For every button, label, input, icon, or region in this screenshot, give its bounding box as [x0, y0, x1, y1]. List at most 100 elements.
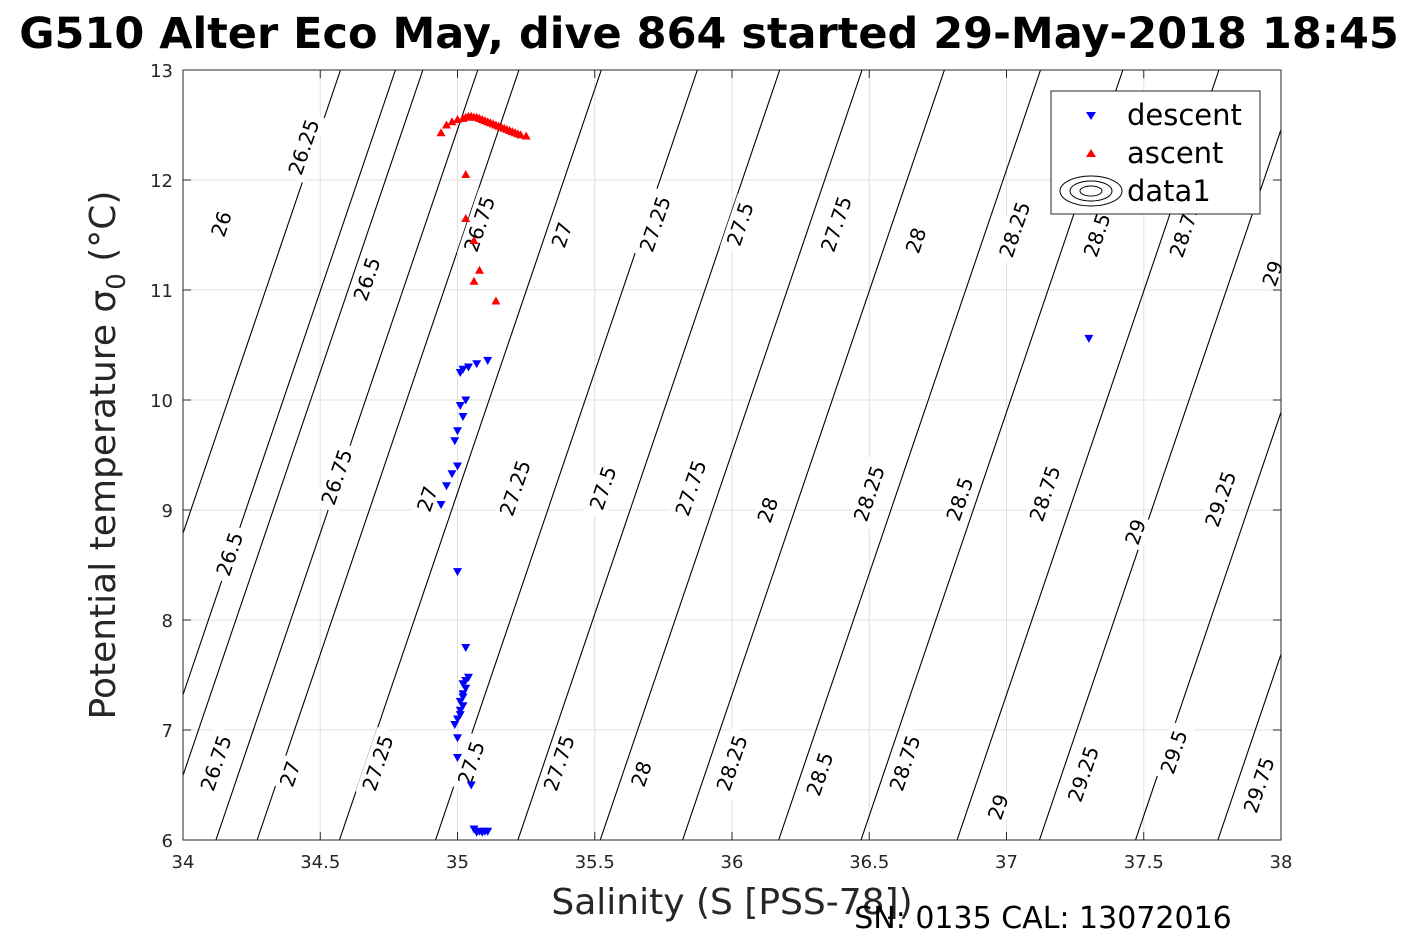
descent-point	[455, 706, 465, 715]
descent-point	[453, 734, 462, 743]
isopycnal-label-bg	[939, 468, 981, 530]
isopycnal-line	[1217, 652, 1281, 840]
isopycnal-label-bg	[624, 754, 658, 794]
descent-point	[1084, 334, 1094, 343]
descent-point	[463, 363, 473, 372]
isopycnal-label-bg	[899, 221, 933, 260]
isopycnal-label-bg	[545, 215, 579, 255]
descent-point	[453, 462, 462, 471]
descent-point	[447, 470, 457, 479]
legend-ascent-marker	[1086, 149, 1096, 157]
isopycnal-label-bg	[814, 187, 859, 261]
isopycnal-label-bg	[193, 726, 239, 800]
isopycnal-label-bg	[719, 193, 761, 255]
isopycnal-label-bg	[1076, 204, 1118, 266]
y-tick-label: 11	[150, 281, 173, 302]
descent-point	[442, 482, 452, 491]
ascent-point	[491, 296, 501, 305]
y-tick-label: 13	[150, 61, 173, 82]
descent-point	[453, 568, 462, 577]
ascent-point	[447, 117, 457, 126]
isopycnal-label-bg	[204, 204, 238, 244]
descent-point	[458, 413, 468, 421]
isopycnal-label-bg	[1119, 512, 1153, 552]
isopycnal-label-bg	[273, 754, 307, 794]
isopycnal-line	[338, 70, 602, 840]
y-tick-label: 8	[162, 611, 173, 632]
isopycnal-line	[778, 70, 1042, 840]
isopycnal-label-bg	[582, 457, 624, 519]
isopycnal-label-bg	[492, 451, 538, 525]
chart-title: G510 Alter Eco May, dive 864 started 29-…	[19, 9, 1399, 59]
isopycnal-label-bg	[668, 451, 714, 525]
y-tick-label: 6	[162, 831, 173, 852]
isopycnal-label-bg	[410, 479, 444, 519]
data-markers	[436, 111, 1094, 837]
descent-point	[458, 693, 468, 702]
y-tick-label: 9	[162, 501, 173, 522]
isopycnal-label-bg	[314, 440, 360, 514]
y-tick-label: 7	[162, 721, 173, 742]
ascent-point	[458, 113, 468, 122]
legend-contour-icon	[1059, 175, 1123, 207]
descent-point	[455, 402, 465, 410]
descent-point	[483, 356, 493, 365]
y-tick-label: 10	[150, 391, 173, 412]
isopycnal-label-bg	[1022, 457, 1068, 530]
x-tick-label: 36.5	[849, 852, 889, 873]
isopycnal-line	[1134, 410, 1281, 840]
descent-point	[458, 680, 468, 689]
descent-point	[455, 711, 465, 720]
descent-point	[450, 721, 460, 729]
x-tick-label: 34	[172, 852, 195, 873]
isopycnal-line	[183, 70, 342, 535]
descent-point	[472, 828, 482, 837]
descent-point	[450, 437, 460, 446]
x-tick-label: 38	[1270, 852, 1293, 873]
legend-box	[1050, 90, 1261, 215]
descent-point	[461, 644, 471, 652]
isopycnal-label: 29	[981, 787, 1015, 827]
axis-tick-labels: 34 34.5 35 35.5 36 36.5 37 37.5 38 6 7 8 9 10 11 12 13	[150, 61, 1292, 873]
y-axis-label: Potential temperature σ0 (°C)	[83, 191, 132, 720]
x-tick-label: 36	[721, 852, 744, 873]
descent-point	[455, 369, 465, 377]
legend-data1-label: data1	[1127, 174, 1211, 208]
x-tick-label: 35	[446, 852, 469, 873]
isopycnal-label: 28	[624, 754, 658, 794]
isopycnal-label-bg	[846, 457, 892, 530]
legend-ascent-label: ascent	[1127, 136, 1223, 170]
isopycnal-label-bg	[981, 787, 1015, 827]
ascent-point	[442, 120, 452, 129]
isopycnal-label-bg	[992, 193, 1038, 266]
isopycnal-line	[517, 70, 781, 840]
descent-point	[453, 754, 462, 762]
isopycnal-label-bg	[882, 726, 928, 800]
ascent-point	[469, 236, 479, 244]
y-axis-label-unit: (°C)	[83, 191, 124, 274]
x-tick-label: 34.5	[300, 852, 340, 873]
y-tick-label: 12	[150, 171, 173, 192]
isopycnal-label-bg	[751, 490, 785, 530]
descent-point	[453, 427, 462, 436]
isopycnal-label-bg	[346, 248, 388, 310]
descent-point	[453, 715, 462, 724]
axis-ticks	[182, 69, 1282, 841]
isopycnal-label-bg	[1061, 737, 1106, 811]
ascent-point	[461, 214, 471, 222]
x-tick-label: 35.5	[575, 852, 615, 873]
isopycnal-line	[183, 70, 424, 778]
descent-point	[458, 702, 468, 711]
isopycnal-line	[183, 70, 396, 697]
ascent-point	[436, 128, 446, 137]
y-axis-label-sub: 0	[102, 273, 132, 290]
y-axis-label-sigma: σ	[83, 290, 124, 313]
isopycnal-label-bg	[450, 732, 492, 794]
ascent-point	[474, 265, 484, 274]
isopycnal-label-bg	[632, 187, 678, 261]
isopycnal-label: 29	[1119, 512, 1153, 552]
isopycnal-line	[682, 70, 945, 840]
isopycnal-label-bg	[1198, 462, 1243, 536]
ascent-point	[453, 115, 462, 123]
isopycnal-line	[256, 70, 520, 840]
